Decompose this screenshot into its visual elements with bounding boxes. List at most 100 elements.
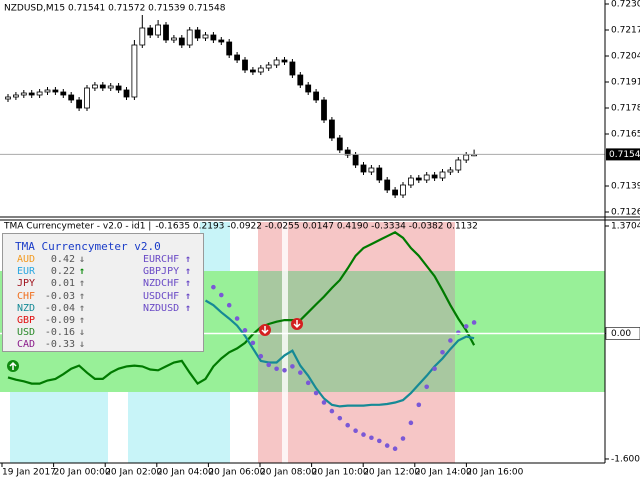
candle-body (20, 92, 27, 96)
dot (282, 368, 287, 373)
candle-body (392, 189, 399, 196)
dot (456, 330, 461, 335)
candle-body (352, 154, 359, 166)
currency-name: USD (17, 327, 36, 339)
dot (211, 284, 216, 290)
pair-arrow: ↑ (185, 254, 192, 265)
candle-body (5, 96, 11, 100)
pair-arrow: ↑ (185, 266, 192, 278)
dot (448, 338, 453, 343)
candle-body (226, 41, 233, 56)
x-tick-label: 19 Jan 2017 (2, 468, 56, 478)
candle-body (92, 84, 98, 89)
candle-body (210, 34, 217, 41)
dot (416, 402, 422, 408)
indicator-header: TMA Currencymeter - v2.0 - id1 | (3, 222, 151, 232)
dot (226, 302, 232, 308)
dot (345, 422, 351, 428)
dot (242, 328, 248, 333)
candle-body (76, 99, 82, 109)
candle-body (400, 184, 406, 196)
currency-arrow: ↑ (79, 290, 86, 302)
sell-icon-arrow (261, 326, 269, 335)
candle-body (455, 159, 462, 171)
currency-value: -0.33 (44, 339, 75, 351)
currency-value: -0.03 (44, 290, 75, 302)
candle-body (147, 27, 154, 36)
currency-name: NZD (17, 302, 36, 314)
pair-name: NZDCHF (143, 278, 180, 290)
currency-arrow: ↓ (79, 254, 86, 265)
dot (392, 446, 398, 452)
candle-body (52, 89, 59, 93)
currency-arrow: ↓ (79, 339, 86, 351)
candle-body (431, 174, 438, 179)
candle-body (415, 177, 422, 181)
sell-icon-arrow (293, 320, 301, 329)
candle-body (368, 167, 375, 173)
candle-body (107, 85, 114, 89)
indicator-zones (0, 222, 605, 463)
candle-body (139, 27, 146, 46)
currency-arrow: ↑ (79, 315, 86, 326)
x-tick-label: 20 Jan 00:00 (54, 468, 111, 478)
currency-name: EUR (17, 266, 36, 278)
candle-body (84, 87, 90, 109)
candle-body (178, 37, 185, 46)
price-header: NZDUSD,M15 0.71541 0.71572 0.71539 0.715… (4, 4, 226, 14)
indicator-values: -0.1635 0.2193 -0.0922 -0.0255 0.0147 0.… (155, 222, 478, 232)
currency-value: 0.22 (50, 266, 75, 278)
dot (384, 443, 390, 448)
currency-arrow: ↑ (79, 266, 86, 278)
dot (266, 362, 272, 368)
candle-body (170, 37, 177, 41)
candle-body (336, 137, 343, 151)
currency-name: JPY (17, 278, 36, 290)
dot (290, 364, 295, 369)
candle-body (36, 91, 43, 96)
panel-title: TMA Currencymeter v2.0 (15, 240, 161, 253)
candle-body (439, 171, 446, 179)
candle-body (202, 34, 209, 39)
candle-body (99, 84, 106, 89)
candle-body (265, 64, 272, 69)
currency-arrow: ↑ (79, 278, 86, 290)
candle-body (281, 59, 288, 63)
candle-body (289, 61, 296, 76)
currency-arrow: ↓ (79, 327, 86, 339)
currency-name: CAD (17, 339, 36, 351)
x-tick-label: 20 Jan 02:00 (105, 468, 162, 478)
indicator-line (7, 231, 476, 386)
currency-value: 0.01 (50, 278, 75, 290)
candle-body (384, 179, 391, 191)
candle-body (321, 99, 327, 121)
overlap-band (258, 271, 455, 392)
candle-body (423, 174, 430, 181)
y-tick-label: -1.6006 (611, 454, 640, 464)
pair-name: USDCHF (143, 290, 180, 302)
candle-body (360, 164, 367, 173)
dot (432, 366, 437, 372)
x-tick-label: 20 Jan 04:00 (157, 468, 214, 478)
currency-value: -0.16 (44, 327, 75, 339)
dot (408, 420, 414, 426)
x-tick-label: 20 Jan 08:00 (260, 468, 317, 478)
dot (353, 428, 358, 433)
currency-name: GBP (17, 315, 36, 326)
candle-body (115, 85, 122, 91)
dot (361, 432, 366, 437)
signal-zone (10, 392, 108, 463)
candle-body (376, 167, 383, 181)
pair-name: GBPJPY (143, 266, 180, 278)
y-tick-label: 1.3704 (611, 221, 640, 231)
buy-icon-arrow (9, 361, 17, 370)
x-tick-label: 20 Jan 10:00 (312, 468, 369, 478)
currency-value: 0.42 (50, 254, 75, 265)
dot (463, 324, 469, 329)
currency-name: CHF (17, 290, 36, 302)
